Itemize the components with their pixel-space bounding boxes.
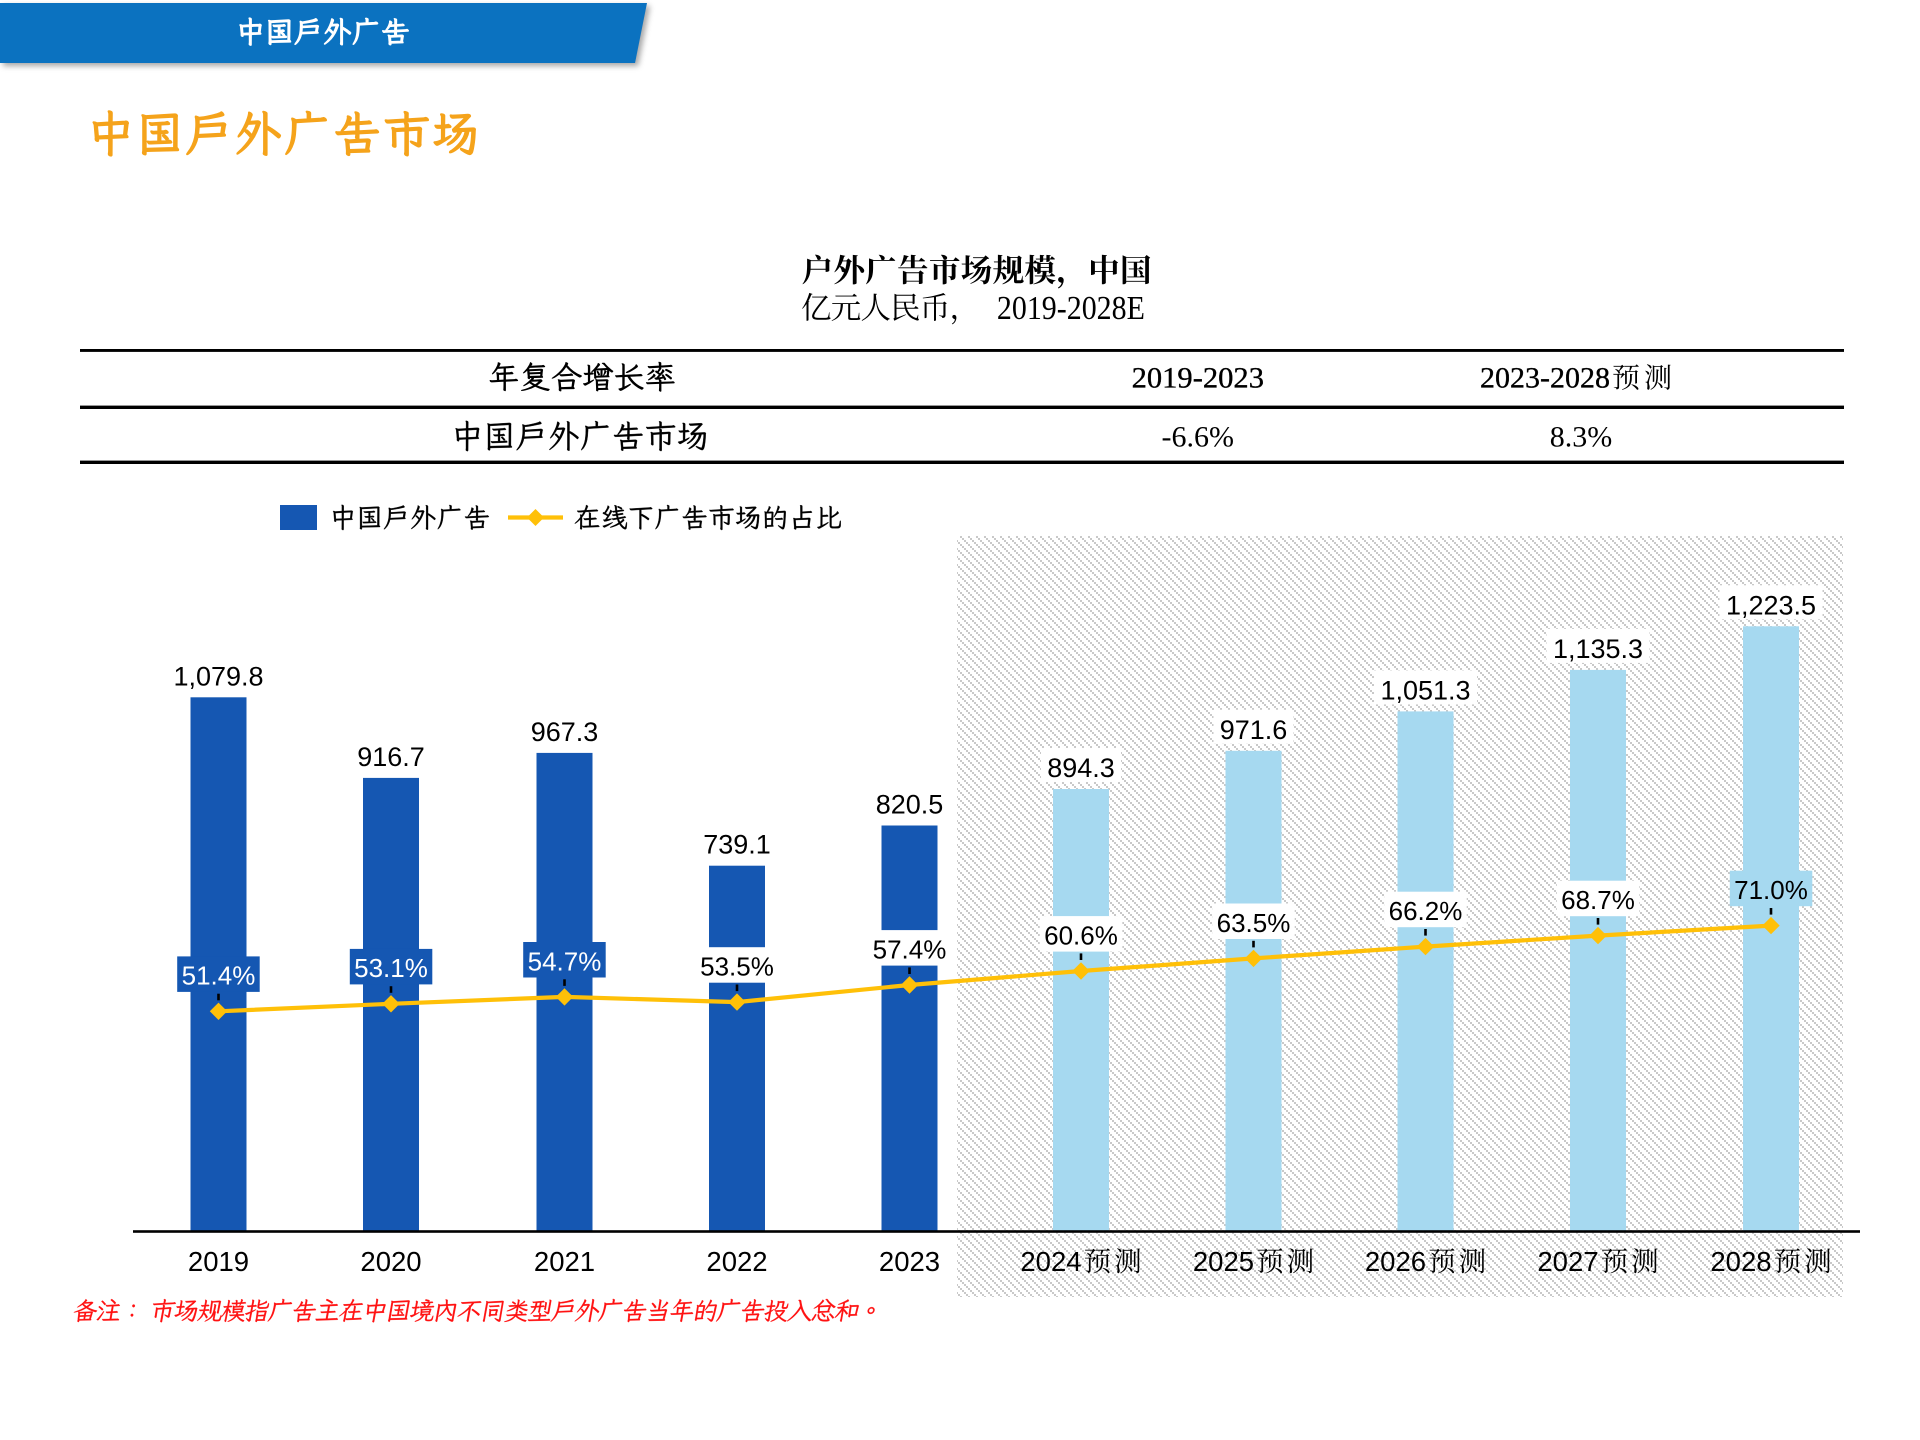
svg-text:63.5%: 63.5%	[1217, 908, 1291, 938]
svg-text:2023-2028: 2023-2028	[1480, 362, 1610, 395]
svg-text:2024: 2024	[1020, 1246, 1081, 1277]
svg-text:1,051.3: 1,051.3	[1380, 675, 1470, 705]
svg-text:53.5%: 53.5%	[700, 952, 774, 982]
svg-text:71.0%: 71.0%	[1734, 875, 1808, 905]
svg-text:1,135.3: 1,135.3	[1553, 634, 1643, 664]
svg-text:1,079.8: 1,079.8	[173, 661, 263, 691]
svg-text:2019: 2019	[188, 1246, 249, 1277]
svg-text:2020: 2020	[360, 1246, 421, 1277]
svg-text:2019-2028E: 2019-2028E	[997, 290, 1145, 327]
svg-text:68.7%: 68.7%	[1561, 885, 1635, 915]
svg-text:1,223.5: 1,223.5	[1726, 590, 1816, 620]
svg-text:53.1%: 53.1%	[354, 953, 428, 983]
svg-text:2021: 2021	[534, 1246, 595, 1277]
svg-text:-6.6%: -6.6%	[1162, 421, 1234, 454]
svg-text:8.3%: 8.3%	[1550, 421, 1613, 454]
svg-text:2025: 2025	[1193, 1246, 1254, 1277]
svg-text:60.6%: 60.6%	[1044, 920, 1118, 950]
svg-text:894.3: 894.3	[1047, 753, 1115, 783]
svg-text:2023: 2023	[879, 1246, 940, 1277]
svg-text:54.7%: 54.7%	[528, 946, 602, 976]
svg-text:739.1: 739.1	[703, 830, 771, 860]
svg-text:2027: 2027	[1537, 1246, 1598, 1277]
svg-text:57.4%: 57.4%	[873, 934, 947, 964]
svg-text:2019-2023: 2019-2023	[1132, 362, 1264, 395]
svg-text:2026: 2026	[1365, 1246, 1426, 1277]
svg-text:2022: 2022	[706, 1246, 767, 1277]
svg-text:971.6: 971.6	[1220, 715, 1288, 745]
svg-text:51.4%: 51.4%	[182, 961, 256, 991]
svg-text:916.7: 916.7	[357, 742, 425, 772]
svg-text:820.5: 820.5	[876, 790, 944, 820]
svg-text:967.3: 967.3	[531, 717, 599, 747]
svg-text:66.2%: 66.2%	[1389, 896, 1463, 926]
svg-text:2028: 2028	[1710, 1246, 1771, 1277]
